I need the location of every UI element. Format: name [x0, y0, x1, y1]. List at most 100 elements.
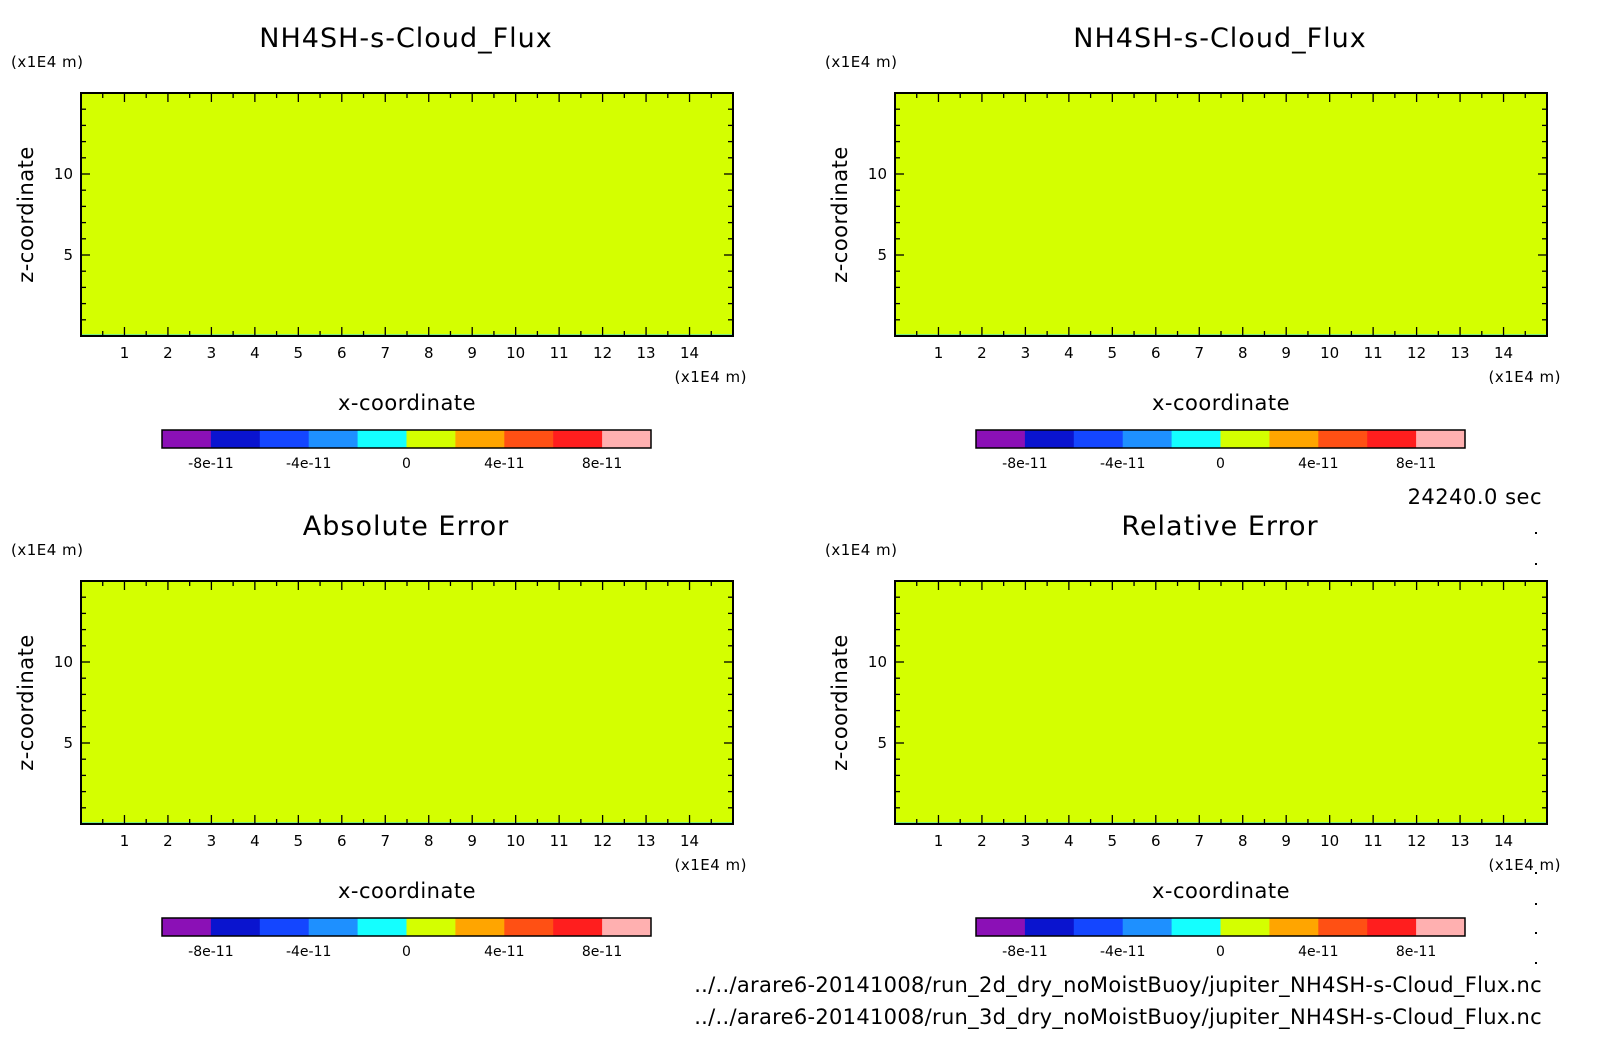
colorbar-tick-label: -8e-11 [1002, 456, 1047, 472]
x-unit-label: (x1E4 m) [1488, 856, 1561, 874]
colorbar-tick-label: 8e-11 [582, 944, 622, 960]
x-tick-label: 8 [1238, 832, 1248, 850]
y-unit-label: (x1E4 m) [825, 53, 898, 71]
colorbar-segment [357, 918, 407, 936]
x-tick-label: 3 [1021, 832, 1031, 850]
colorbar: -8e-11 -4e-11 0 4e-11 8e-11 [161, 429, 652, 472]
x-tick-label: 12 [1407, 832, 1426, 850]
y-unit-label: (x1E4 m) [11, 53, 84, 71]
colorbar-segment [1171, 430, 1221, 448]
x-tick-label: 13 [1451, 832, 1470, 850]
x-tick-label: 13 [637, 832, 656, 850]
x-tick-label: 9 [1281, 344, 1291, 362]
colorbar-tick-label: -4e-11 [1100, 456, 1145, 472]
x-tick-label: 14 [1494, 344, 1513, 362]
panel-title: Absolute Error [303, 511, 509, 542]
y-axis-label: z-coordinate [828, 146, 852, 283]
x-tick-label: 10 [506, 344, 525, 362]
x-tick-label: 4 [1064, 344, 1074, 362]
colorbar-segment [1318, 918, 1368, 936]
colorbar-segment [602, 918, 652, 936]
colorbar-segment [1122, 430, 1173, 448]
field-fill [81, 581, 733, 824]
x-tick-label: 5 [294, 344, 304, 362]
colorbar-segment [357, 430, 407, 448]
colorbar-segment [1318, 430, 1368, 448]
x-tick-label: 4 [250, 832, 260, 850]
x-unit-label: (x1E4 m) [674, 856, 747, 874]
colorbar-tick-label: 4e-11 [484, 456, 524, 472]
x-tick-label: 3 [1021, 344, 1031, 362]
y-unit-label: (x1E4 m) [11, 541, 84, 559]
panel-title: NH4SH-s-Cloud_Flux [259, 23, 552, 54]
colorbar-segment [406, 430, 456, 448]
y-tick-label: 5 [63, 734, 73, 752]
colorbar-segment [1024, 918, 1075, 936]
y-axis-label: z-coordinate [828, 634, 852, 771]
y-axis-label: z-coordinate [14, 146, 38, 283]
x-tick-label: 14 [680, 832, 699, 850]
colorbar-tick-label: -8e-11 [188, 944, 233, 960]
x-tick-label: 2 [977, 344, 987, 362]
colorbar-tick-label: 8e-11 [1396, 944, 1436, 960]
x-axis-label: x-coordinate [338, 879, 476, 903]
field-fill [81, 93, 733, 336]
colorbar-segment [1416, 918, 1466, 936]
colorbar-frame [161, 429, 652, 449]
x-tick-label: 11 [550, 832, 569, 850]
x-tick-label: 6 [337, 344, 347, 362]
colorbar-tick-label: -4e-11 [1100, 944, 1145, 960]
colorbar-tick-label: -8e-11 [1002, 944, 1047, 960]
y-tick-label: 5 [877, 246, 887, 264]
y-tick-label: 5 [63, 246, 73, 264]
footer-line-2: ../../arare6-20141008/run_3d_dry_noMoist… [694, 1005, 1542, 1030]
colorbar-tick-label: 0 [402, 456, 411, 472]
colorbar-tick-label: 4e-11 [1298, 944, 1338, 960]
y-unit-label: (x1E4 m) [825, 541, 898, 559]
x-axis-label: x-coordinate [338, 391, 476, 415]
colorbar-segment [259, 918, 310, 936]
x-tick-label: 5 [1108, 344, 1118, 362]
colorbar-segment [1073, 430, 1124, 448]
x-tick-label: 4 [1064, 832, 1074, 850]
x-tick-label: 2 [977, 832, 987, 850]
y-tick-label: 10 [868, 653, 887, 671]
colorbar-tick-label: 0 [402, 944, 411, 960]
colorbar-segment [1367, 918, 1417, 936]
colorbar-tick-label: 8e-11 [582, 456, 622, 472]
x-tick-label: 8 [1238, 344, 1248, 362]
x-tick-label: 6 [1151, 344, 1161, 362]
y-tick-label: 5 [877, 734, 887, 752]
x-tick-label: 1 [120, 344, 130, 362]
colorbar-segment [1367, 430, 1417, 448]
colorbar-segment [553, 918, 603, 936]
y-tick-label: 10 [54, 653, 73, 671]
x-tick-label: 10 [1320, 344, 1339, 362]
colorbar-tick-label: 0 [1216, 944, 1225, 960]
panel-4: Relative Error(x1E4 m)1 2 3 4 5 6 7 8 9 10 11 12 13 1… [825, 511, 1561, 960]
x-axis-label: x-coordinate [1152, 391, 1290, 415]
x-tick-label: 12 [1407, 344, 1426, 362]
footer-line-1: ../../arare6-20141008/run_2d_dry_noMoist… [694, 973, 1542, 998]
x-tick-label: 8 [424, 344, 434, 362]
panel-1: NH4SH-s-Cloud_Flux(x1E4 m)1 2 3 4 5 6 7 8 9 10 11 1… [11, 23, 747, 472]
colorbar-segment [162, 918, 212, 936]
x-tick-label: 8 [424, 832, 434, 850]
colorbar-segment [162, 430, 212, 448]
colorbar-segment [1269, 918, 1319, 936]
colorbar-tick-label: 0 [1216, 456, 1225, 472]
x-tick-label: 11 [1364, 344, 1383, 362]
colorbar-tick-label: -4e-11 [286, 944, 331, 960]
colorbar-segment [210, 430, 261, 448]
colorbar-tick-label: 8e-11 [1396, 456, 1436, 472]
field-fill [895, 93, 1547, 336]
colorbar-segment [308, 918, 359, 936]
colorbar-tick-label: -4e-11 [286, 456, 331, 472]
panel-title: Relative Error [1121, 511, 1318, 542]
colorbar-segment [1073, 918, 1124, 936]
x-tick-label: 2 [163, 344, 173, 362]
panel-2: NH4SH-s-Cloud_Flux(x1E4 m)1 2 3 4 5 6 7 8 9 10 11 1… [825, 23, 1561, 472]
x-unit-label: (x1E4 m) [674, 368, 747, 386]
x-tick-label: 7 [380, 344, 390, 362]
